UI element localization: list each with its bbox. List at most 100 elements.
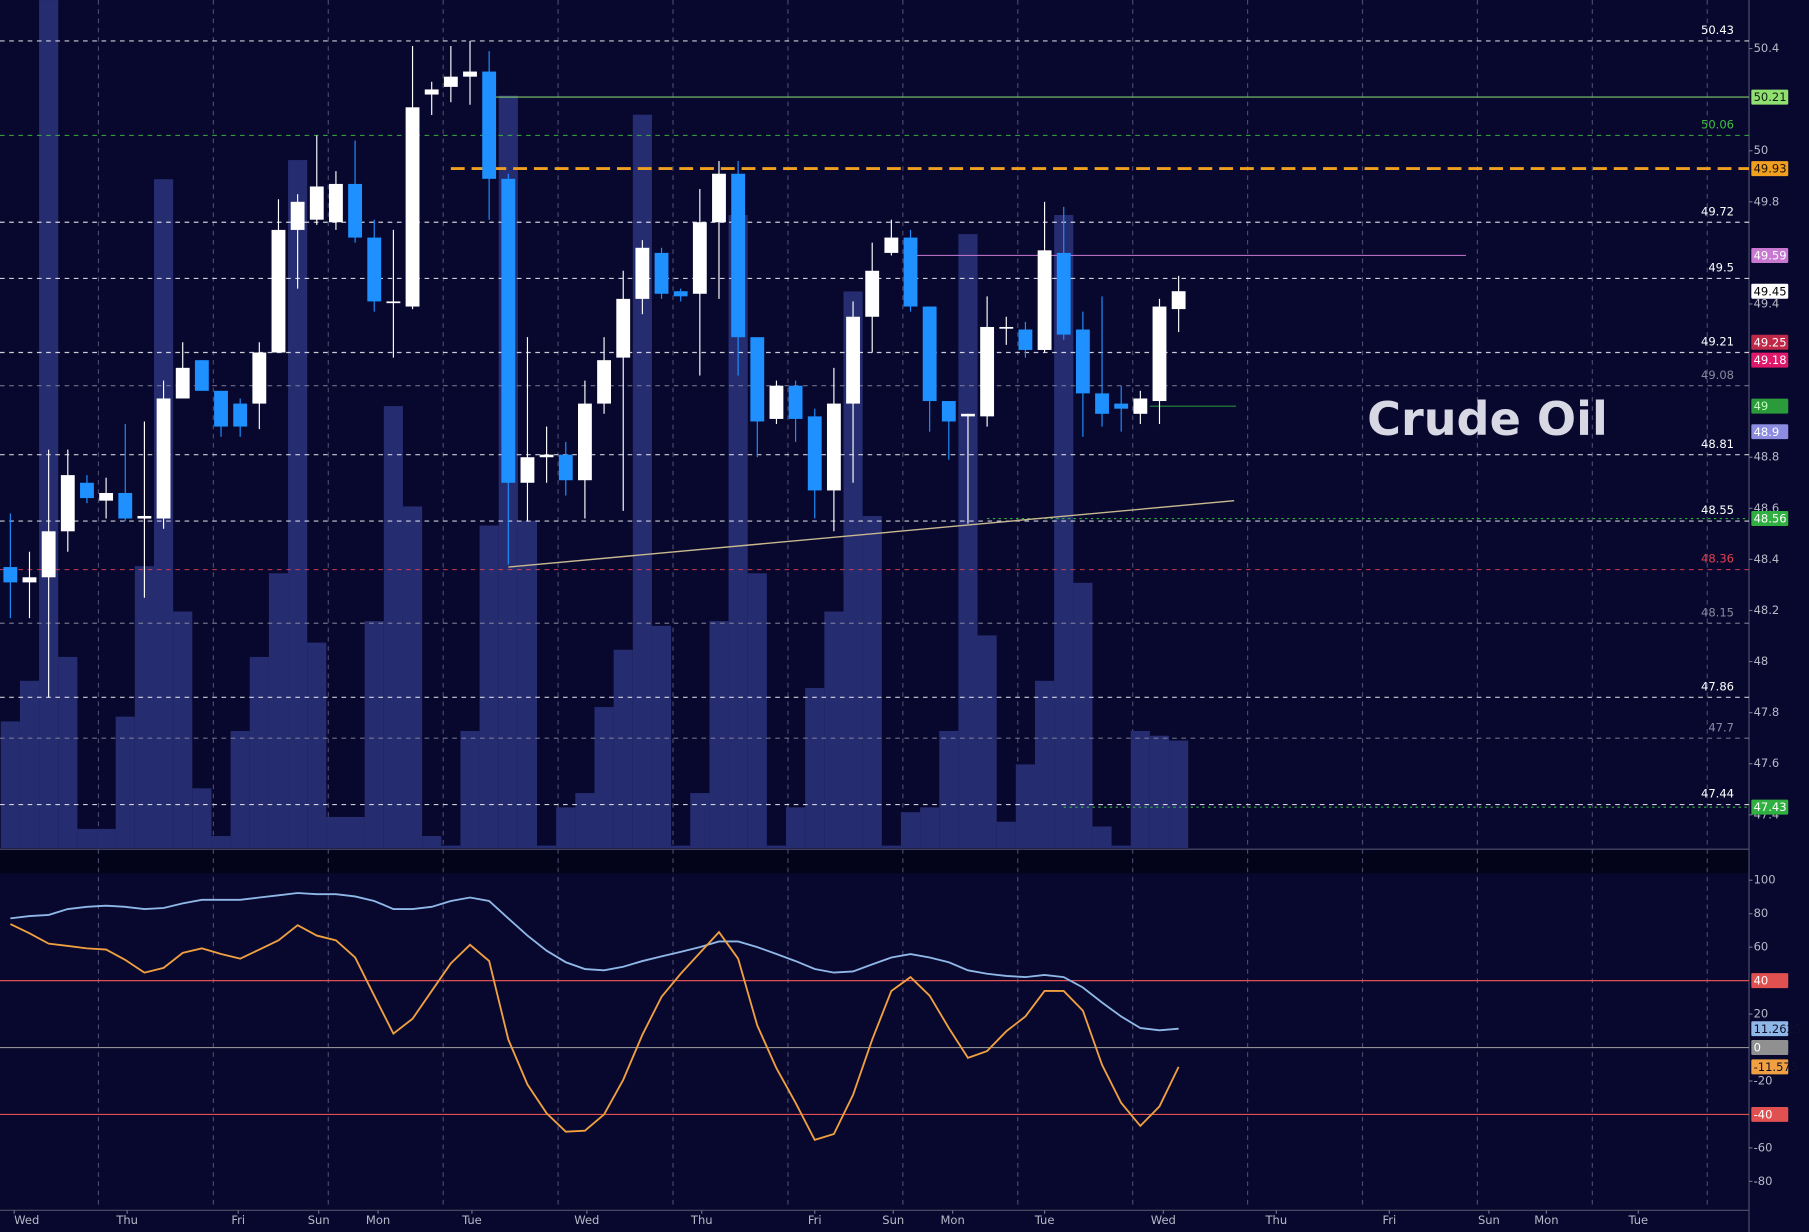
candle-body xyxy=(980,326,995,417)
volume-bar xyxy=(58,656,78,849)
candle-body xyxy=(692,222,707,294)
price-tag-label: 49.93 xyxy=(1754,162,1787,176)
candle-body xyxy=(60,475,75,532)
candle-body xyxy=(80,482,94,499)
levels: 50.43 50.06 49.72 49.5 49.21 49.08 48.81 48.55 4… xyxy=(0,23,1750,1116)
price-tag xyxy=(1751,511,1789,527)
level-label: 48.15 xyxy=(1701,605,1734,619)
y-tick-label: -60 xyxy=(1754,1140,1773,1154)
x-tick-label: Fri xyxy=(231,1213,245,1227)
price-tag-label: -11.575 xyxy=(1754,1060,1798,1074)
price-tag-label: -40 xyxy=(1754,1108,1773,1122)
volume-bar xyxy=(479,525,499,849)
volume-bar xyxy=(996,821,1016,849)
volume-bar xyxy=(805,687,825,849)
candle-body xyxy=(903,237,918,307)
volume-bar xyxy=(613,649,633,849)
price-tag xyxy=(1751,247,1789,263)
volume-bar xyxy=(345,816,365,849)
y-tick-label: 50 xyxy=(1754,143,1769,157)
candle-body xyxy=(348,183,363,238)
candle-body xyxy=(233,403,248,427)
x-tick-label: Wed xyxy=(1151,1213,1176,1227)
x-tick-label: Wed xyxy=(14,1213,39,1227)
volume-bar xyxy=(134,566,154,849)
level-label: 47.7 xyxy=(1708,720,1734,734)
candle-body xyxy=(424,89,439,95)
marks xyxy=(3,40,1235,1142)
x-tick-label: Sun xyxy=(882,1213,904,1227)
volume xyxy=(0,0,1189,849)
volume-bar xyxy=(422,836,442,849)
candle-body xyxy=(1037,250,1052,350)
price-tag xyxy=(1751,1040,1789,1056)
candle-body xyxy=(884,237,899,253)
indicator-line xyxy=(10,892,1179,1032)
level-label: 50.43 xyxy=(1701,23,1734,37)
candle-body xyxy=(1171,291,1186,310)
volume-bar xyxy=(939,730,959,849)
candle-body xyxy=(826,403,841,491)
x-tick-label: Mon xyxy=(366,1213,390,1227)
candle-body xyxy=(616,298,631,358)
volume-bar xyxy=(690,793,710,849)
volume-bar xyxy=(1015,764,1036,849)
candle-body xyxy=(99,492,114,501)
volume-bar xyxy=(460,730,480,849)
x-tick-label: Wed xyxy=(574,1213,599,1227)
volume-bar xyxy=(862,515,882,849)
volume-bar xyxy=(230,730,250,849)
y-tick-label: 50.4 xyxy=(1754,41,1780,55)
grid xyxy=(97,0,1708,1210)
x-tick-label: Tue xyxy=(1034,1213,1055,1227)
candle-body xyxy=(922,306,937,402)
candle-body xyxy=(501,178,516,483)
price-tag xyxy=(1751,334,1789,350)
price-tag xyxy=(1751,424,1789,440)
candle-body xyxy=(329,183,343,223)
axis: 50.45049.849.448.848.648.448.24847.847.6… xyxy=(13,41,1801,1227)
price-tag-label: 49.18 xyxy=(1754,353,1787,367)
trendline xyxy=(508,499,1235,568)
candle-body xyxy=(731,173,746,338)
candle-body xyxy=(482,71,497,179)
price-tag xyxy=(1751,1021,1789,1037)
x-tick-label: Thu xyxy=(1265,1213,1288,1227)
y-tick-label: -80 xyxy=(1754,1174,1773,1188)
candle-body xyxy=(597,360,611,404)
price-tag-label: 49.45 xyxy=(1754,284,1787,298)
candle-body xyxy=(1133,398,1148,414)
y-tick-label: 48.4 xyxy=(1754,552,1780,566)
x-tick-label: Sun xyxy=(308,1213,330,1227)
candle-body xyxy=(252,352,267,404)
level-label: 49.5 xyxy=(1708,261,1734,275)
price-tag-label: 0 xyxy=(1754,1041,1761,1055)
level-label: 50.06 xyxy=(1701,118,1734,132)
candle-body xyxy=(1075,329,1090,394)
candle-body xyxy=(577,403,592,481)
price-tag xyxy=(1751,1059,1789,1075)
x-tick-label: Tue xyxy=(461,1213,482,1227)
candle-body xyxy=(673,291,688,297)
volume-bar xyxy=(517,520,538,849)
candle-body xyxy=(3,567,18,583)
x-tick-label: Mon xyxy=(1534,1213,1558,1227)
volume-bar xyxy=(575,793,595,849)
y-tick-label: -20 xyxy=(1754,1073,1773,1087)
volume-bar xyxy=(268,573,289,849)
candle-body xyxy=(1095,393,1109,414)
y-tick-label: 49.4 xyxy=(1754,296,1780,310)
volume-bar xyxy=(115,716,135,849)
indicator-line xyxy=(9,923,1180,1142)
level-label: 47.86 xyxy=(1701,679,1734,693)
volume-bar xyxy=(1054,215,1074,849)
price-tag xyxy=(1751,352,1789,368)
candle-body xyxy=(309,186,324,220)
candle-body xyxy=(865,270,880,317)
candle-body xyxy=(386,301,401,304)
volume-bar xyxy=(364,621,384,849)
candle-body xyxy=(194,360,209,391)
price-tag-label: 48.56 xyxy=(1754,512,1787,526)
volume-bar xyxy=(326,816,346,849)
price-tag-label: 49.59 xyxy=(1754,249,1787,263)
